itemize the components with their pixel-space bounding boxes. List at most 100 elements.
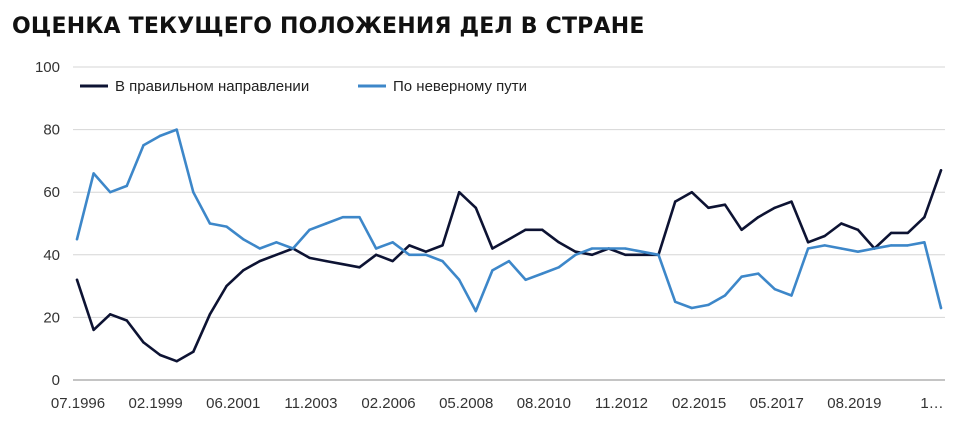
data-point <box>457 191 461 194</box>
data-point <box>773 206 777 210</box>
data-point <box>175 360 178 363</box>
data-point <box>939 306 943 310</box>
y-tick-label: 0 <box>52 372 60 389</box>
data-point <box>557 266 561 269</box>
data-point <box>275 241 278 244</box>
x-tick-label: 11.2012 <box>595 395 648 412</box>
x-tick-label: 05.2008 <box>439 395 493 412</box>
data-point <box>92 172 95 175</box>
data-point <box>457 278 461 282</box>
data-point <box>109 191 112 194</box>
data-point <box>673 200 677 203</box>
data-point <box>308 228 311 231</box>
data-point <box>474 206 477 210</box>
chart-title: ОЦЕНКА ТЕКУЩЕГО ПОЛОЖЕНИЯ ДЕЛ В СТРАНЕ <box>12 14 645 39</box>
data-point <box>325 259 328 263</box>
data-point <box>806 247 810 250</box>
data-point <box>590 247 594 250</box>
data-point <box>374 247 378 250</box>
data-point <box>424 253 428 256</box>
x-tick-label: 02.1999 <box>129 395 183 412</box>
data-point <box>507 237 511 241</box>
y-tick-label: 60 <box>43 184 60 201</box>
data-point <box>391 259 394 263</box>
data-point <box>441 259 444 263</box>
data-point <box>142 144 145 147</box>
data-point <box>757 216 760 219</box>
data-point <box>823 234 826 238</box>
x-tick-label: 02.2015 <box>672 395 726 412</box>
data-point <box>657 253 660 256</box>
data-point <box>524 278 527 282</box>
x-tick-label: 06.2001 <box>206 395 260 412</box>
data-point <box>939 169 943 172</box>
data-point <box>673 300 677 303</box>
data-point <box>325 222 328 225</box>
data-point <box>557 241 561 244</box>
data-point <box>158 134 162 138</box>
data-point <box>873 247 876 250</box>
data-point <box>408 244 411 247</box>
x-tick-label: 05.2017 <box>750 395 804 412</box>
data-point <box>840 247 843 250</box>
data-point <box>607 247 610 250</box>
data-point <box>142 341 145 344</box>
data-point <box>474 309 477 313</box>
data-point <box>491 269 494 272</box>
data-point <box>856 250 860 253</box>
x-tick-label: 08.2019 <box>827 395 881 412</box>
data-point <box>790 200 793 203</box>
data-point <box>624 253 627 256</box>
data-point <box>275 253 278 256</box>
data-point <box>125 184 129 188</box>
data-point <box>241 237 245 241</box>
data-point <box>723 203 727 206</box>
legend-label-2: По неверному пути <box>393 78 527 95</box>
data-point <box>690 306 693 310</box>
data-point <box>723 294 727 297</box>
data-point <box>225 284 228 288</box>
series-line-1 <box>75 169 943 363</box>
data-point <box>374 253 378 256</box>
data-point <box>923 241 926 244</box>
data-point <box>790 294 793 297</box>
data-point <box>75 278 79 282</box>
y-tick-label: 20 <box>43 309 60 326</box>
data-point <box>923 216 926 219</box>
data-point <box>740 275 743 278</box>
data-point <box>773 288 777 291</box>
data-point <box>208 313 212 316</box>
x-tick-label: 07.1996 <box>51 395 105 412</box>
data-point <box>92 328 95 332</box>
data-point <box>906 231 909 235</box>
x-tick-label: 1… <box>920 395 943 412</box>
data-point <box>889 244 893 247</box>
data-point <box>491 247 494 250</box>
data-point <box>624 247 627 250</box>
data-point <box>524 228 527 231</box>
data-point <box>75 237 79 241</box>
data-point <box>889 231 893 235</box>
x-tick-label: 11.2003 <box>284 395 337 412</box>
data-point <box>541 272 544 275</box>
data-point <box>640 253 644 256</box>
data-point <box>574 253 577 256</box>
data-point <box>707 206 710 210</box>
data-point <box>823 244 826 247</box>
data-point <box>391 241 394 244</box>
data-point <box>308 256 311 260</box>
data-point <box>192 350 195 354</box>
data-point <box>574 250 577 253</box>
data-point <box>158 353 162 357</box>
data-point <box>906 244 909 247</box>
y-tick-label: 40 <box>43 247 60 264</box>
data-point <box>258 259 261 263</box>
data-point <box>740 228 743 231</box>
data-point <box>109 313 112 316</box>
data-point <box>258 247 261 250</box>
data-point <box>241 269 245 272</box>
y-tick-label: 100 <box>35 59 60 76</box>
data-point <box>225 225 228 228</box>
data-point <box>408 253 411 256</box>
